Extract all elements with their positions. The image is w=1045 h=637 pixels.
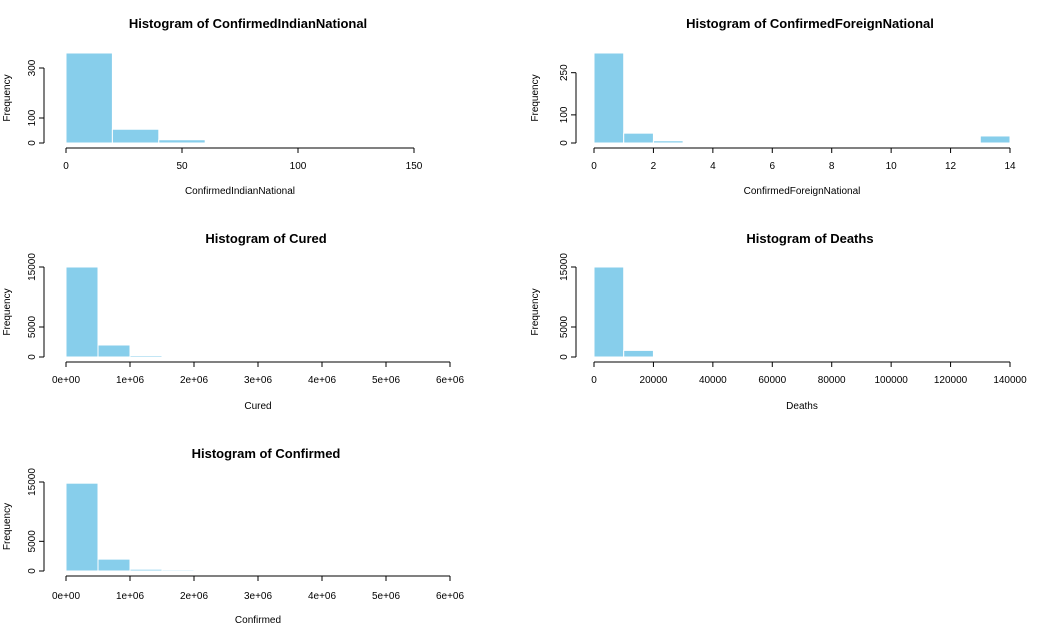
x-tick-label: 1e+06 (116, 591, 145, 602)
x-tick-label: 5e+06 (372, 375, 401, 386)
histogram-bar (860, 141, 892, 144)
chart-title: Histogram of Confirmed (192, 446, 341, 461)
histogram-panel-1: Histogram of ConfirmedIndianNational 0 50 1… (2, 16, 423, 197)
y-tick-label: 5000 (559, 315, 570, 338)
histogram-bar (129, 568, 163, 572)
histogram-bar (65, 266, 99, 358)
histogram-panel-5: Histogram of Confirmed 0e+00 1e+06 2e+06 3e+… (2, 446, 464, 626)
y-tick-label: 15000 (559, 253, 570, 281)
x-axis-label: Confirmed (235, 615, 281, 626)
histogram-bar (97, 558, 131, 572)
chart-title: Histogram of ConfirmedIndianNational (129, 16, 367, 31)
y-tick-label: 0 (559, 354, 570, 360)
x-tick-label: 0 (63, 161, 69, 172)
x-axis-label: Deaths (786, 401, 818, 412)
chart-title: Histogram of Deaths (746, 231, 873, 246)
x-tick-label: 4 (710, 161, 716, 172)
histogram-bar (979, 135, 1011, 144)
x-tick-label: 20000 (640, 375, 668, 386)
y-tick-label: 15000 (27, 253, 38, 281)
x-tick-label: 2 (651, 161, 657, 172)
x-tick-label: 12 (945, 161, 957, 172)
x-tick-label: 3e+06 (244, 375, 273, 386)
y-tick-label: 100 (27, 109, 38, 126)
histogram-bar (652, 140, 684, 144)
x-tick-label: 150 (406, 161, 423, 172)
x-axis-label: ConfirmedIndianNational (185, 186, 295, 197)
histogram-bar (158, 139, 206, 144)
x-tick-label: 5e+06 (372, 591, 401, 602)
y-tick-label: 0 (27, 354, 38, 360)
chart-title: Histogram of ConfirmedForeignNational (686, 16, 934, 31)
x-tick-label: 6 (770, 161, 776, 172)
x-tick-label: 0e+00 (52, 591, 81, 602)
histogram-panel-2: Histogram of ConfirmedForeignNational 0 2 4… (530, 16, 1016, 197)
histogram-bar (65, 52, 113, 144)
histogram-bar (65, 482, 99, 572)
x-axis-label: ConfirmedForeignNational (744, 186, 861, 197)
x-tick-label: 120000 (934, 375, 968, 386)
histogram-bar (129, 355, 163, 358)
y-tick-label: 250 (559, 64, 570, 81)
x-tick-label: 1e+06 (116, 375, 145, 386)
y-tick-label: 5000 (27, 530, 38, 553)
histogram-panel-4: Histogram of Deaths 0 20000 40000 60000 80000… (530, 231, 1027, 412)
x-tick-label: 8 (829, 161, 835, 172)
histogram-panel-3: Histogram of Cured 0e+00 1e+06 2e+06 3e+06 4e… (2, 231, 464, 412)
y-tick-label: 0 (559, 140, 570, 146)
histogram-bar (801, 141, 833, 144)
x-tick-label: 3e+06 (244, 591, 273, 602)
y-tick-label: 5000 (27, 315, 38, 338)
y-tick-label: 0 (27, 568, 38, 574)
x-tick-label: 0 (591, 375, 597, 386)
histogram-bar (97, 344, 131, 358)
x-tick-label: 100000 (874, 375, 908, 386)
y-tick-label: 100 (559, 106, 570, 123)
x-tick-label: 10 (886, 161, 898, 172)
chart-title: Histogram of Cured (205, 231, 326, 246)
histogram-bar (161, 569, 195, 572)
y-tick-label: 0 (27, 140, 38, 146)
histogram-bar (593, 52, 625, 144)
histogram-bar (111, 128, 160, 144)
x-tick-label: 0 (591, 161, 597, 172)
y-axis-label: Frequency (2, 74, 13, 121)
y-axis-label: Frequency (2, 288, 13, 335)
x-tick-label: 140000 (993, 375, 1027, 386)
x-tick-label: 6e+06 (436, 375, 465, 386)
y-tick-label: 15000 (27, 468, 38, 496)
y-axis-label: Frequency (530, 288, 541, 335)
histogram-bar (161, 355, 195, 358)
x-tick-label: 4e+06 (308, 375, 337, 386)
x-tick-label: 60000 (758, 375, 786, 386)
x-tick-label: 40000 (699, 375, 727, 386)
x-tick-label: 0e+00 (52, 375, 81, 386)
x-tick-label: 6e+06 (436, 591, 465, 602)
histogram-bar (623, 349, 654, 358)
x-tick-label: 4e+06 (308, 591, 337, 602)
y-axis-label: Frequency (530, 74, 541, 121)
histogram-bar (593, 266, 625, 358)
x-tick-label: 2e+06 (180, 591, 209, 602)
y-axis-label: Frequency (2, 503, 13, 550)
y-tick-label: 300 (27, 59, 38, 76)
x-axis-label: Cured (244, 401, 271, 412)
x-tick-label: 80000 (818, 375, 846, 386)
histogram-bar (623, 132, 654, 144)
x-tick-label: 100 (290, 161, 307, 172)
x-tick-label: 14 (1004, 161, 1016, 172)
x-tick-label: 2e+06 (180, 375, 209, 386)
x-tick-label: 50 (176, 161, 188, 172)
